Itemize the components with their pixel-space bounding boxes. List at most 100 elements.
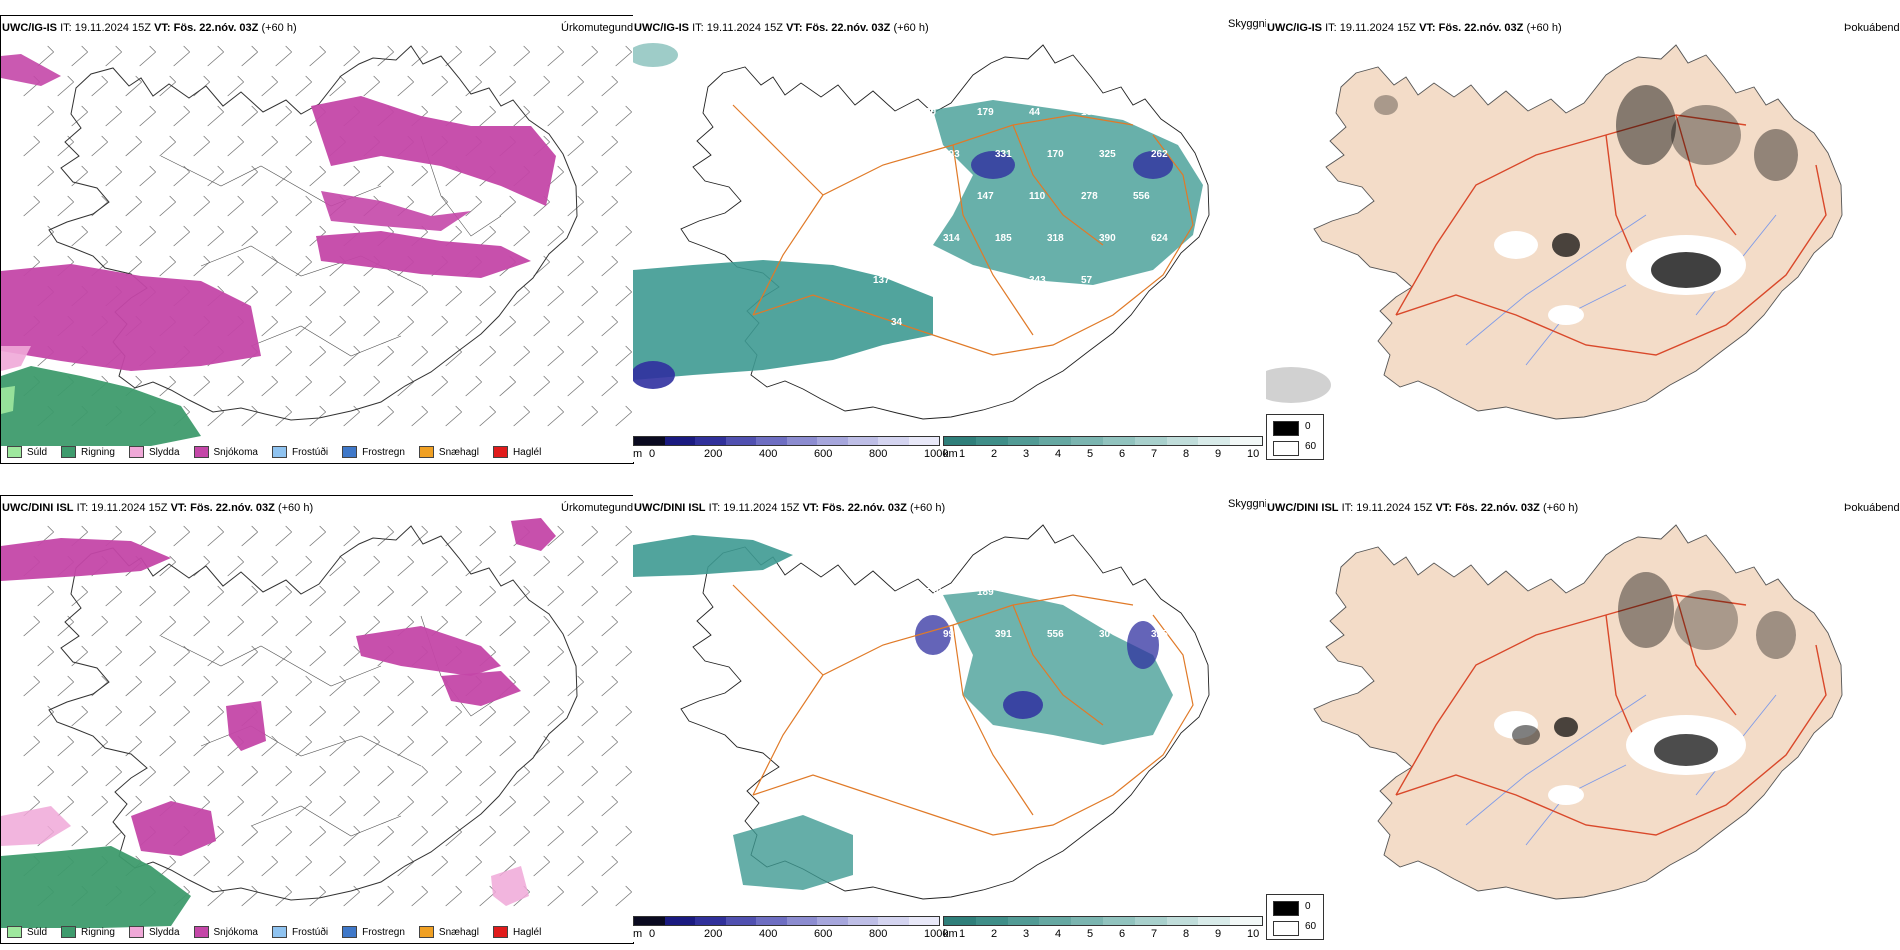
it-label: IT: bbox=[1341, 502, 1354, 514]
legend-swatch bbox=[271, 926, 287, 938]
vt-label: VT: bbox=[1419, 22, 1436, 34]
ceiling-value-label: 137 bbox=[873, 275, 890, 286]
colorbar-segment bbox=[944, 437, 976, 445]
fog-index-area bbox=[1754, 129, 1798, 181]
colorbar-segment bbox=[664, 917, 695, 925]
legend-label: Rigning bbox=[81, 926, 115, 938]
legend-swatch bbox=[271, 446, 287, 458]
vt-value: Fös. 22.nóv. 03Z bbox=[190, 502, 275, 514]
colorbar-segment bbox=[908, 917, 939, 925]
ceiling-colorbar-bottom: m 0 200 400 600 800 1000 bbox=[633, 916, 948, 942]
colorbar-segment bbox=[786, 437, 817, 445]
colorbar-segment bbox=[695, 437, 726, 445]
iceland-outline-fog bbox=[1313, 524, 1843, 900]
colorbar-segment bbox=[1198, 917, 1231, 925]
legend-swatch bbox=[7, 446, 22, 458]
vt-label: VT: bbox=[170, 502, 188, 514]
legend-label: Rigning bbox=[81, 446, 115, 458]
colorbar-tick-label: 6 bbox=[1119, 448, 1126, 460]
colorbar-segment bbox=[695, 917, 726, 925]
snow-area bbox=[316, 231, 531, 278]
colorbar-tick-label: 0 bbox=[649, 448, 656, 460]
colorbar-strip bbox=[633, 916, 940, 926]
legend-label: Frostúði bbox=[291, 446, 329, 458]
legend-label: Súld bbox=[27, 446, 48, 458]
colorbar-tick-label: 2 bbox=[991, 928, 998, 940]
ceiling-value-label: 343 bbox=[1029, 275, 1046, 286]
legend-item: Haglél bbox=[492, 446, 542, 458]
colorbar-segment bbox=[786, 917, 817, 925]
road-network bbox=[1395, 114, 1827, 356]
colorbar-tick-label: 1000 bbox=[924, 448, 949, 460]
ceiling-value-label: 212 bbox=[891, 149, 908, 160]
fog-index-area bbox=[1651, 252, 1721, 288]
colorbar-tick-label: 1 bbox=[959, 448, 966, 460]
sleet-area bbox=[1, 346, 31, 371]
it-label: IT: bbox=[1325, 22, 1337, 34]
lead-time: (+60 h) bbox=[1526, 22, 1562, 34]
legend-label: Frostúði bbox=[291, 926, 329, 938]
cloud-map-top: 217 20 179 44 132 92 212 193 331 170 325 262 101 198 1… bbox=[633, 43, 1210, 420]
road-network bbox=[732, 584, 1194, 836]
legend-item: Snæhagl bbox=[418, 926, 479, 938]
colorbar-segment bbox=[975, 437, 1008, 445]
fog-legend-high: 0 bbox=[1305, 901, 1311, 912]
colorbar-tick-label: 8 bbox=[1183, 928, 1190, 940]
ceiling-value-label: 26 bbox=[925, 671, 937, 682]
fog-index-area bbox=[1554, 717, 1578, 737]
header-bottom-2: UWC/DINI ISL IT: 19.11.2024 15Z VT: Fös.… bbox=[634, 502, 945, 514]
low-visibility-area bbox=[943, 590, 1173, 745]
legend-item: Slydda bbox=[128, 446, 180, 458]
lead-time: (+60 h) bbox=[1542, 502, 1579, 514]
legend-item: Snjókoma bbox=[193, 446, 258, 458]
header-bottom-3: UWC/DINI ISL IT: 19.11.2024 15Z VT: Fös.… bbox=[1267, 502, 1578, 514]
rain-area bbox=[1, 846, 191, 928]
legend-swatch bbox=[492, 446, 508, 458]
it-value: 19.11.2024 15Z bbox=[1356, 502, 1433, 514]
cloud-panel-bottom: 940 536 189 280 630 304 318 99 391 556 30 325 370 26 bbox=[633, 495, 1265, 942]
colorbar-tick-label: 4 bbox=[1055, 448, 1062, 460]
legend-item: Haglél bbox=[492, 926, 541, 938]
colorbar-segment bbox=[634, 437, 665, 445]
fog-index-area bbox=[1374, 95, 1398, 115]
colorbar-tick-label: 800 bbox=[869, 928, 888, 940]
low-visibility-area bbox=[933, 100, 1203, 285]
colorbar-tick-label: 600 bbox=[814, 928, 833, 940]
colorbar-tick-label: 7 bbox=[1151, 448, 1158, 460]
fog-index-area bbox=[1756, 611, 1796, 659]
colorbar-tick-label: 8 bbox=[1183, 448, 1190, 460]
colorbar-segment bbox=[634, 917, 665, 925]
header-top-2: UWC/IG-IS IT: 19.11.2024 15Z VT: Fös. 22… bbox=[634, 22, 929, 34]
colorbar-tick-label: 1000 bbox=[924, 928, 949, 940]
colorbar-segment bbox=[1039, 437, 1072, 445]
ceiling-value-label: 231 bbox=[925, 275, 942, 286]
colorbar-tick-label: 2 bbox=[991, 448, 998, 460]
low-ceiling-area bbox=[1133, 151, 1173, 179]
ceiling-value-label: 92 bbox=[1133, 107, 1145, 118]
colorbar-segment bbox=[1007, 917, 1040, 925]
colorbar-tick-label: 3 bbox=[1023, 448, 1030, 460]
ceiling-value-label: 940 bbox=[873, 587, 890, 598]
legend-swatch bbox=[418, 446, 434, 458]
ceiling-value-label: 170 bbox=[1047, 149, 1064, 160]
colorbar-tick-label: 0 bbox=[649, 928, 656, 940]
legend-label: Haglél bbox=[512, 446, 542, 458]
ceiling-value-label: 624 bbox=[1151, 233, 1168, 244]
colorbar-segment bbox=[1134, 437, 1167, 445]
colorbar-strip bbox=[943, 436, 1263, 446]
colorbar-segment bbox=[1230, 437, 1262, 445]
fog-legend-light-swatch bbox=[1273, 441, 1299, 456]
fog-map-bottom bbox=[1313, 524, 1843, 900]
colorbar-segment bbox=[725, 437, 756, 445]
snow-area bbox=[131, 801, 216, 856]
colorbar-tick-label: 400 bbox=[759, 928, 778, 940]
ceiling-value-label: 217 bbox=[873, 107, 890, 118]
colorbar-segment bbox=[1198, 437, 1231, 445]
glacier bbox=[1494, 231, 1538, 259]
ceiling-value-label: 102 bbox=[891, 233, 908, 244]
ceiling-value-label: 185 bbox=[995, 233, 1012, 244]
ceiling-value-label: 370 bbox=[873, 671, 890, 682]
vt-value: Fös. 22.nóv. 03Z bbox=[173, 22, 259, 34]
legend-swatch bbox=[193, 446, 209, 458]
snow-area bbox=[1, 264, 261, 371]
